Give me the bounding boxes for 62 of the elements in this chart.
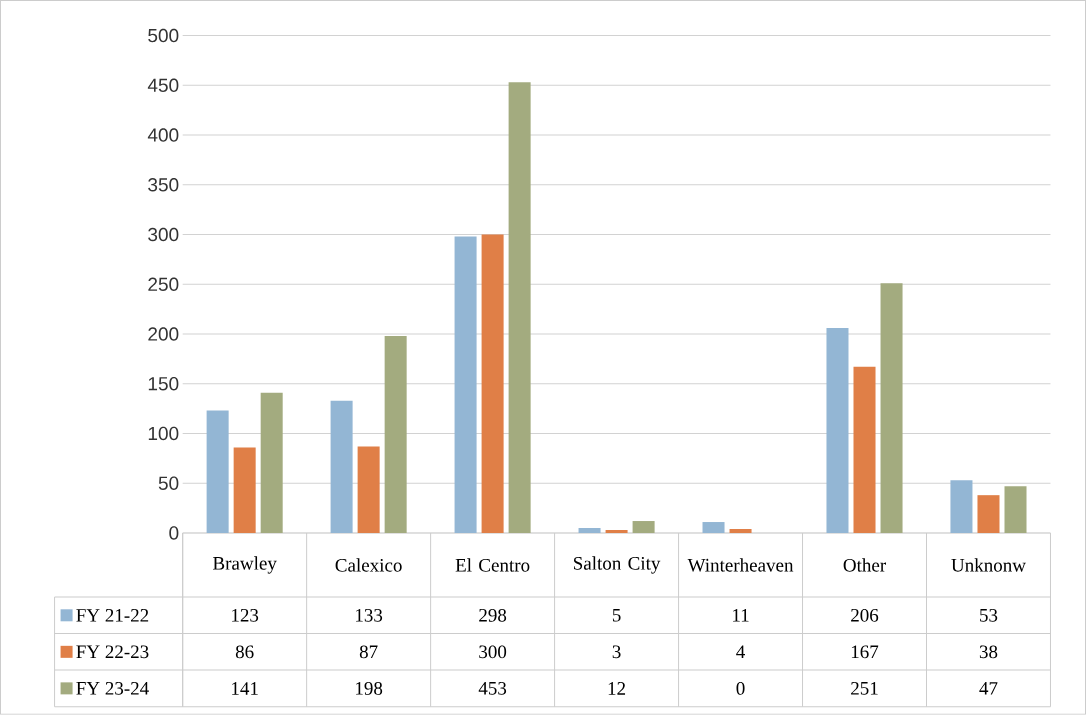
x-tick-label: Calexico bbox=[335, 558, 402, 572]
bar bbox=[206, 410, 229, 534]
data-label: 298 bbox=[479, 609, 507, 622]
data-label: 141 bbox=[232, 682, 258, 695]
y-tick-label: 200 bbox=[148, 327, 179, 341]
data-label: 12 bbox=[608, 682, 626, 695]
y-tick-label: 150 bbox=[148, 377, 179, 391]
data-label: 38 bbox=[979, 645, 998, 659]
y-tick-label: 500 bbox=[148, 28, 179, 43]
bar bbox=[233, 447, 256, 534]
bar bbox=[481, 234, 504, 534]
y-tick-label: 250 bbox=[148, 277, 179, 292]
data-label: 87 bbox=[359, 645, 378, 659]
y-tick-label: 450 bbox=[147, 78, 179, 93]
data-label: 453 bbox=[478, 682, 507, 695]
bar bbox=[605, 530, 628, 534]
bar bbox=[357, 446, 380, 534]
data-label: 0 bbox=[736, 682, 745, 695]
bar bbox=[384, 336, 407, 534]
data-label: 123 bbox=[232, 609, 259, 622]
data-label: 3 bbox=[612, 645, 621, 659]
legend-label: FY 21-22 bbox=[76, 609, 149, 622]
data-label: 133 bbox=[356, 609, 383, 622]
bar bbox=[853, 367, 876, 534]
bar bbox=[454, 236, 477, 534]
bar bbox=[702, 522, 725, 534]
bar bbox=[729, 529, 752, 534]
x-tick-label: Brawley bbox=[213, 556, 277, 574]
data-label: 53 bbox=[980, 609, 998, 622]
data-label: 198 bbox=[356, 682, 383, 695]
y-tick-label: 300 bbox=[148, 227, 179, 242]
y-tick-label: 350 bbox=[148, 178, 179, 192]
data-label: 86 bbox=[235, 645, 254, 659]
y-tick-label: 400 bbox=[147, 128, 179, 142]
legend-label: FY 23-24 bbox=[76, 682, 149, 695]
data-label: 251 bbox=[851, 682, 878, 695]
data-label: 11 bbox=[733, 609, 749, 622]
data-label: 5 bbox=[612, 609, 621, 622]
x-tick-label: Other bbox=[843, 558, 886, 572]
bar bbox=[826, 328, 849, 534]
legend-label: FY 22-23 bbox=[76, 645, 149, 659]
bar bbox=[578, 528, 601, 534]
data-label: 47 bbox=[979, 682, 998, 695]
bar bbox=[880, 283, 903, 534]
bar bbox=[977, 495, 1000, 534]
y-tick-label: 50 bbox=[158, 476, 179, 491]
y-tick-label: 0 bbox=[169, 526, 179, 540]
y-tick-label: 100 bbox=[148, 426, 179, 441]
x-tick-label: Unknonw bbox=[951, 558, 1026, 572]
bar bbox=[260, 392, 283, 534]
data-label: 206 bbox=[851, 609, 879, 622]
x-tick-label: Salton City bbox=[573, 556, 661, 574]
bar bbox=[508, 82, 531, 534]
x-tick-label: El Centro bbox=[455, 558, 530, 572]
bar bbox=[632, 521, 655, 534]
data-label: 4 bbox=[736, 645, 745, 659]
bar bbox=[330, 400, 353, 534]
data-label: 167 bbox=[851, 645, 879, 659]
bar bbox=[1004, 486, 1027, 534]
bar bbox=[950, 480, 973, 534]
data-label: 300 bbox=[479, 645, 507, 659]
x-tick-label: Winterheaven bbox=[687, 558, 794, 572]
